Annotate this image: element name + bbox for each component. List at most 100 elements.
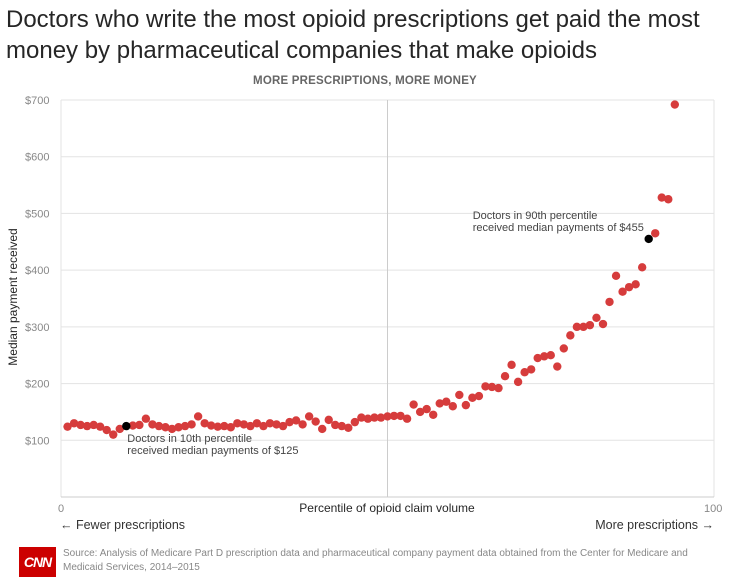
- data-point: [76, 420, 85, 430]
- data-point: [89, 420, 98, 430]
- data-point: [318, 424, 327, 434]
- data-point: [383, 412, 392, 421]
- data-point: [324, 415, 333, 425]
- more-prescriptions-label: More prescriptions →: [595, 518, 714, 532]
- fewer-prescriptions-label: ← Fewer prescriptions: [60, 518, 186, 532]
- data-point: [624, 282, 634, 292]
- y-axis-label: Median payment received: [6, 228, 20, 365]
- data-point: [304, 412, 314, 421]
- data-point: [487, 382, 497, 392]
- data-point: [311, 417, 320, 426]
- data-point: [376, 413, 386, 422]
- page-title: Doctors who write the most opioid prescr…: [6, 6, 700, 64]
- data-point: [559, 344, 569, 353]
- highlight-point: [644, 234, 653, 244]
- data-point: [664, 195, 673, 204]
- data-point: [180, 421, 190, 431]
- data-point: [500, 371, 510, 381]
- data-point: [455, 390, 464, 400]
- data-point: [69, 419, 79, 428]
- data-point: [605, 297, 614, 307]
- data-point: [233, 419, 242, 428]
- data-point: [598, 319, 608, 329]
- x-tick-label: 0: [58, 503, 64, 515]
- data-point: [585, 320, 595, 330]
- data-point: [546, 351, 555, 360]
- data-point: [200, 419, 209, 428]
- highlight-point: [122, 421, 131, 431]
- data-point: [265, 419, 275, 428]
- data-point: [435, 399, 444, 408]
- y-tick-label: $400: [25, 265, 49, 277]
- data-point: [474, 391, 484, 401]
- data-point: [526, 365, 536, 374]
- data-point: [82, 421, 92, 431]
- data-point: [651, 229, 660, 238]
- data-point: [63, 422, 72, 431]
- data-point: [396, 411, 405, 421]
- data-point: [448, 402, 457, 411]
- data-point: [239, 420, 249, 429]
- data-point: [109, 430, 118, 439]
- data-point: [481, 382, 490, 391]
- data-point: [513, 377, 523, 387]
- data-point: [206, 421, 216, 430]
- data-point: [461, 400, 471, 410]
- data-point: [402, 414, 412, 423]
- data-point: [128, 421, 138, 430]
- data-point: [494, 383, 503, 393]
- annotation-text: received median payments of $125: [127, 445, 298, 457]
- data-point: [579, 322, 588, 332]
- data-point: [135, 420, 144, 430]
- data-point: [468, 393, 477, 402]
- data-points: [63, 100, 680, 439]
- data-point: [637, 263, 647, 272]
- annotation-text: Doctors in 90th percentile: [473, 210, 598, 222]
- data-point: [533, 353, 542, 363]
- data-point: [344, 423, 353, 433]
- data-point: [572, 322, 582, 332]
- annotation-text: received median payments of $455: [473, 222, 644, 234]
- axes: $100 $200 $300 $400 $500 $600 $700 0 100: [25, 95, 722, 515]
- data-point: [618, 287, 627, 296]
- data-point: [670, 100, 680, 109]
- data-point: [226, 423, 235, 432]
- highlight-points: [122, 234, 653, 431]
- data-point: [415, 407, 425, 417]
- data-point: [409, 400, 418, 409]
- data-point: [259, 421, 268, 431]
- data-point: [422, 404, 431, 414]
- data-point: [298, 420, 307, 429]
- data-point: [291, 416, 301, 425]
- data-point: [350, 417, 360, 427]
- source-note: Source: Analysis of Medicare Part D pres…: [63, 548, 688, 573]
- data-point: [363, 414, 373, 423]
- data-point: [520, 368, 529, 377]
- data-point: [507, 360, 516, 370]
- data-point: [252, 419, 262, 428]
- data-point: [220, 421, 229, 431]
- data-point: [657, 193, 666, 202]
- data-point: [141, 414, 151, 423]
- data-point: [429, 410, 438, 419]
- y-tick-label: $100: [25, 435, 49, 447]
- data-point: [631, 280, 640, 289]
- y-tick-label: $300: [25, 322, 49, 334]
- data-point: [592, 313, 601, 322]
- data-point: [174, 423, 183, 432]
- x-tick-label: 100: [704, 503, 722, 515]
- chart-title: MORE PRESCRIPTIONS, MORE MONEY: [253, 75, 477, 87]
- y-tick-label: $200: [25, 379, 49, 391]
- data-point: [566, 331, 575, 340]
- cnn-logo-text: CNN: [23, 554, 52, 570]
- data-point: [370, 413, 379, 422]
- data-point: [389, 411, 399, 421]
- data-point: [148, 420, 157, 429]
- y-tick-label: $700: [25, 95, 49, 107]
- data-point: [115, 424, 124, 434]
- data-point: [442, 397, 451, 406]
- data-point: [167, 424, 177, 434]
- data-point: [337, 421, 346, 431]
- data-point: [540, 352, 549, 361]
